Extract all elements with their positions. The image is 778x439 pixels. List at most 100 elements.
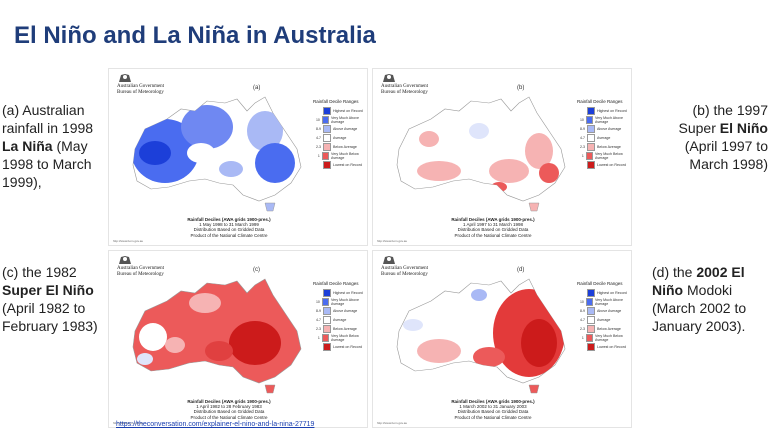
legend-swatch bbox=[585, 115, 593, 124]
legend-item: 2-3 Below Average bbox=[313, 142, 367, 151]
rainfall-maps-figure: Australian Government Bureau of Meteorol… bbox=[108, 68, 632, 428]
legend-swatch bbox=[587, 306, 595, 315]
agency-name: Australian Government bbox=[381, 266, 429, 271]
decile-title: Rainfall Deciles (AWA grids 1900-pres.) bbox=[187, 217, 271, 222]
legend-num: 1 bbox=[317, 153, 320, 158]
note: Product of the National Climate Centre bbox=[454, 232, 532, 238]
legend-swatch bbox=[587, 342, 595, 351]
legend-label: Average bbox=[597, 317, 611, 322]
agency-bureau: Bureau of Meteorology bbox=[117, 90, 164, 95]
map-panel-b: Australian Government Bureau of Meteorol… bbox=[372, 68, 632, 246]
legend-item: 4-7 Average bbox=[577, 315, 631, 324]
caption-d-tail: Modoki (March 2002 to January 2003). bbox=[652, 282, 747, 334]
australia-map bbox=[132, 278, 302, 394]
legend-swatch bbox=[587, 124, 595, 133]
crest-icon bbox=[119, 74, 131, 82]
legend-item: Lowest on Record bbox=[577, 342, 631, 351]
legend-swatch bbox=[323, 306, 331, 315]
legend-num: 8-9 bbox=[579, 126, 585, 131]
legend-item: 2-3 Below Average bbox=[313, 324, 367, 333]
legend-title: Rainfall Decile Ranges bbox=[313, 281, 359, 286]
legend-item: 4-7 Average bbox=[313, 315, 367, 324]
decile-title: Rainfall Deciles (AWA grids 1900-pres.) bbox=[187, 399, 271, 404]
crest-icon bbox=[383, 74, 395, 82]
caption-a: (a) Australian rainfall in 1998 La Niña … bbox=[2, 101, 106, 191]
legend-item: 2-3 Below Average bbox=[577, 324, 631, 333]
legend-swatch bbox=[587, 142, 595, 151]
legend-swatch bbox=[321, 115, 329, 124]
legend-item: Highest on Record bbox=[313, 106, 367, 115]
legend-label: Average bbox=[597, 135, 611, 140]
legend-label: Lowest on Record bbox=[333, 344, 362, 349]
legend-swatch bbox=[323, 288, 331, 297]
agency-name: Australian Government bbox=[381, 84, 429, 89]
legend-label: Very Much Above Average bbox=[594, 115, 623, 124]
legend-num: 1 bbox=[581, 153, 584, 158]
legend-num: 4-7 bbox=[315, 135, 321, 140]
rainfall-legend: Rainfall Decile Ranges Highest on Record… bbox=[313, 99, 367, 169]
legend-num: 1 bbox=[317, 335, 320, 340]
legend-item: 8-9 Above Average bbox=[577, 124, 631, 133]
legend-label: Average bbox=[333, 135, 347, 140]
legend-item: 1 Very Much Below Average bbox=[313, 333, 367, 342]
note: Product of the National Climate Centre bbox=[190, 414, 268, 420]
legend-label: Above Average bbox=[597, 126, 622, 131]
legend-item: 8-9 Above Average bbox=[577, 306, 631, 315]
legend-label: Average bbox=[333, 317, 347, 322]
web-address: http://www.bom.gov.au bbox=[377, 421, 408, 425]
legend-swatch bbox=[587, 106, 595, 115]
legend-swatch bbox=[323, 106, 331, 115]
legend-num: 4-7 bbox=[579, 135, 585, 140]
panel-letter: (d) bbox=[517, 267, 525, 273]
note: Distribution Based on Gridded Data bbox=[193, 409, 265, 415]
slide-title: El Niño and La Niña in Australia bbox=[14, 22, 376, 49]
period: 1 April 1982 to 28 February 1983 bbox=[196, 404, 262, 410]
caption-b: (b) the 1997 Super El Niño (April 1997 t… bbox=[656, 101, 768, 173]
legend-num: 10 bbox=[315, 117, 320, 122]
legend-swatch bbox=[323, 160, 331, 169]
legend-item: 4-7 Average bbox=[313, 133, 367, 142]
legend-swatch bbox=[587, 160, 595, 169]
legend-label: Above Average bbox=[333, 308, 358, 313]
legend-num: 8-9 bbox=[315, 126, 321, 131]
legend-label: Very Much Above Average bbox=[330, 297, 359, 306]
legend-label: Below Average bbox=[333, 144, 357, 149]
australia-map bbox=[396, 96, 566, 212]
legend-label: Lowest on Record bbox=[333, 162, 362, 167]
legend-item: 8-9 Above Average bbox=[313, 124, 367, 133]
legend-label: Very Much Below Average bbox=[331, 333, 359, 342]
legend-swatch bbox=[323, 342, 331, 351]
legend-swatch bbox=[323, 142, 331, 151]
caption-c-bold: Super El Niño bbox=[2, 282, 94, 298]
map-caption: Rainfall Deciles (AWA grids 1900-pres.) … bbox=[169, 399, 289, 420]
note: Distribution Based on Gridded Data bbox=[457, 409, 529, 415]
legend-num: 8-9 bbox=[579, 308, 585, 313]
legend-num: 4-7 bbox=[579, 317, 585, 322]
legend-label: Below Average bbox=[333, 326, 357, 331]
legend-item: Highest on Record bbox=[313, 288, 367, 297]
caption-a-tail: (May 1998 to March 1999), bbox=[2, 138, 92, 190]
legend-label: Lowest on Record bbox=[597, 162, 626, 167]
agency-name: Australian Government bbox=[117, 84, 165, 89]
source-link[interactable]: https://theconversation.com/explainer-el… bbox=[116, 421, 315, 428]
agency-bureau: Bureau of Meteorology bbox=[381, 90, 428, 95]
caption-c-tail: (April 1982 to February 1983) bbox=[2, 300, 98, 334]
legend-num: 4-7 bbox=[315, 317, 321, 322]
panel-letter: (a) bbox=[253, 85, 261, 91]
legend-item: Highest on Record bbox=[577, 288, 631, 297]
australia-map bbox=[396, 278, 566, 394]
legend-label: Highest on Record bbox=[333, 108, 363, 113]
map-caption: Rainfall Deciles (AWA grids 1900-pres.) … bbox=[433, 399, 553, 420]
map-panel-a: Australian Government Bureau of Meteorol… bbox=[108, 68, 368, 246]
legend-label: Very Much Below Average bbox=[331, 151, 359, 160]
note: Distribution Based on Gridded Data bbox=[193, 227, 265, 233]
caption-b-tail: (April 1997 to March 1998) bbox=[684, 138, 768, 172]
legend-num: 8-9 bbox=[315, 308, 321, 313]
legend-label: Highest on Record bbox=[597, 108, 627, 113]
period: 1 April 1997 to 31 March 1998 bbox=[462, 222, 524, 228]
legend-item: 2-3 Below Average bbox=[577, 142, 631, 151]
legend-label: Highest on Record bbox=[333, 290, 363, 295]
legend-item: 8-9 Above Average bbox=[313, 306, 367, 315]
note: Distribution Based on Gridded Data bbox=[457, 227, 529, 233]
legend-swatch bbox=[587, 288, 595, 297]
